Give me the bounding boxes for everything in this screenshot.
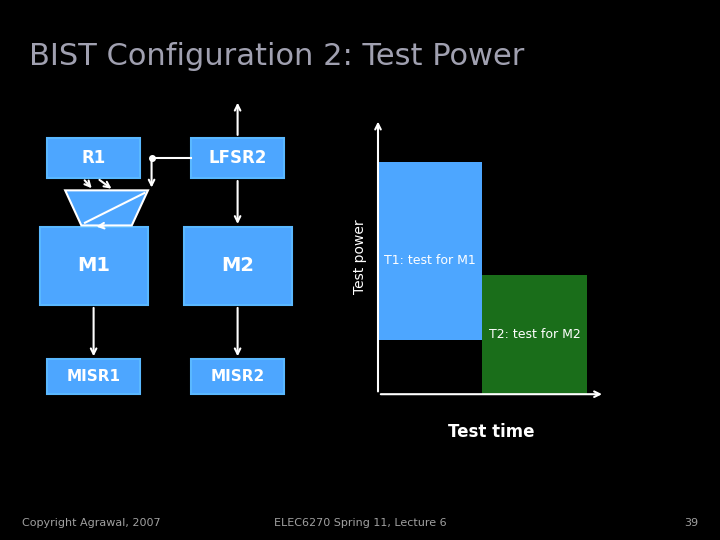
Text: LFSR2: LFSR2: [208, 149, 267, 167]
FancyBboxPatch shape: [191, 359, 284, 394]
Text: ELEC6270 Spring 11, Lecture 6: ELEC6270 Spring 11, Lecture 6: [274, 518, 446, 528]
Text: BIST Configuration 2: Test Power: BIST Configuration 2: Test Power: [29, 42, 524, 71]
Polygon shape: [65, 191, 148, 226]
Text: M2: M2: [221, 256, 254, 275]
FancyBboxPatch shape: [40, 227, 148, 305]
FancyBboxPatch shape: [47, 359, 140, 394]
Bar: [482, 275, 587, 394]
Text: Copyright Agrawal, 2007: Copyright Agrawal, 2007: [22, 518, 161, 528]
Text: MISR2: MISR2: [210, 369, 265, 384]
Text: T1: test for M1: T1: test for M1: [384, 253, 476, 267]
Text: Test time: Test time: [448, 423, 535, 441]
Text: MISR1: MISR1: [67, 369, 121, 384]
Bar: [378, 162, 482, 340]
FancyBboxPatch shape: [191, 138, 284, 178]
Text: R1: R1: [81, 149, 106, 167]
Text: T2: test for M2: T2: test for M2: [489, 328, 580, 341]
Text: M1: M1: [77, 256, 110, 275]
Text: 39: 39: [684, 518, 698, 528]
FancyBboxPatch shape: [47, 138, 140, 178]
Text: Test power: Test power: [353, 219, 367, 294]
FancyBboxPatch shape: [184, 227, 292, 305]
